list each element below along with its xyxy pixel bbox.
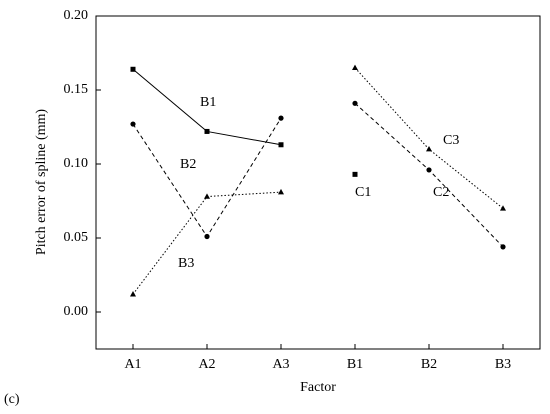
marker [426, 146, 432, 152]
y-tick-label: 0.15 [64, 82, 89, 97]
marker [204, 128, 210, 134]
series-label: B2 [180, 157, 196, 172]
plot-frame [95, 15, 541, 350]
series-line [132, 117, 282, 238]
series-label: B1 [200, 95, 216, 110]
x-tick-label: A1 [124, 357, 141, 372]
y-tick-label: 0.00 [64, 304, 89, 319]
series-label: B3 [178, 256, 194, 271]
marker [130, 66, 136, 72]
marker [426, 167, 432, 173]
series-label: C3 [443, 133, 459, 148]
marker [352, 64, 358, 70]
series-line [132, 191, 282, 295]
x-tick-label: B2 [421, 357, 437, 372]
x-tick-label: A3 [272, 357, 289, 372]
y-tick-label: 0.10 [64, 156, 89, 171]
series-line [354, 67, 504, 209]
marker [130, 121, 136, 127]
y-tick-label: 0.20 [64, 8, 89, 23]
series-label: C1 [355, 185, 371, 200]
panel-label: (c) [4, 392, 20, 407]
x-tick-label: A2 [198, 357, 215, 372]
marker [204, 193, 210, 199]
x-tick-label: B1 [347, 357, 363, 372]
marker [352, 171, 358, 177]
series-label: C2 [433, 185, 449, 200]
x-tick-label: B3 [495, 357, 511, 372]
marker [130, 291, 136, 297]
marker [204, 233, 210, 240]
y-axis-label: Pitch error of spline (mm) [34, 109, 49, 256]
y-tick-label: 0.05 [64, 230, 89, 245]
marker [500, 205, 506, 211]
marker [278, 188, 284, 195]
series-line [354, 102, 504, 248]
x-axis-label: Factor [300, 380, 336, 395]
marker [278, 142, 284, 148]
marker [278, 115, 284, 121]
marker [352, 100, 358, 106]
marker [500, 244, 506, 250]
